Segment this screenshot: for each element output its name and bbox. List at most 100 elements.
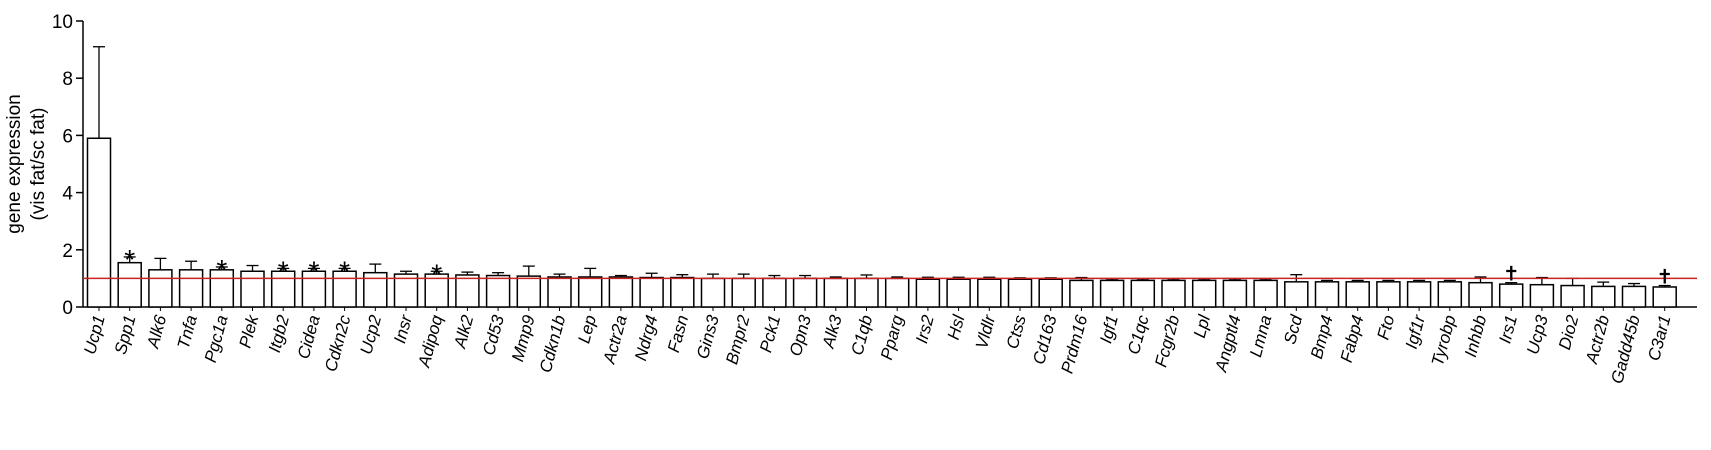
x-tick-label: Adipoq: [414, 313, 446, 371]
y-tick-label: 6: [62, 126, 73, 147]
x-tick-labels: Ucp1 Spp1 Alk6 Tnfa Pgc1a Plek Itgb2 CideaCdkn2…: [80, 307, 1675, 386]
bar-group: [393, 270, 419, 308]
bar-group: [86, 46, 112, 308]
y-tick-label: 2: [62, 241, 73, 262]
bar-group: [1621, 282, 1647, 308]
bar-group: [148, 257, 173, 308]
bar-group: [1652, 284, 1677, 308]
bar: [547, 276, 572, 308]
bar: [455, 274, 480, 308]
bar: [1099, 279, 1125, 308]
x-tick-label: Cd53: [479, 313, 508, 358]
bar-group: [884, 276, 910, 308]
x-tick-label: Gins3: [693, 313, 723, 361]
significance-marker: *: [431, 258, 442, 289]
x-tick-label: Itgb2: [265, 313, 293, 355]
bar: [1468, 281, 1493, 308]
x-tick-label: Vldlr: [972, 312, 1000, 351]
bar-group: [1253, 278, 1278, 308]
bar: [762, 277, 787, 308]
x-tick-label: Fasn: [664, 313, 692, 354]
bar-group: [1069, 276, 1094, 308]
bar: [792, 277, 818, 308]
bar: [1406, 281, 1432, 308]
bar: [86, 137, 112, 308]
x-tick-label: Actr2b: [1582, 313, 1613, 366]
x-tick-label: Ndrg4: [631, 313, 661, 363]
x-tick-label: Lmna: [1246, 313, 1275, 359]
bar-group: [1345, 279, 1370, 308]
y-axis: 0 2 4 6 8 10: [52, 12, 84, 319]
x-tick-label: Plek: [235, 312, 262, 350]
x-tick-label: Scd: [1280, 313, 1306, 347]
bar: [1591, 285, 1616, 308]
bar: [1191, 279, 1217, 308]
x-tick-label: Alk2: [450, 313, 477, 351]
x-tick-label: Insr: [390, 312, 416, 346]
x-tick-label: Ucp1: [80, 313, 109, 356]
bar: [1007, 278, 1033, 308]
bar: [1498, 283, 1524, 308]
bar-group: [977, 276, 1002, 308]
bar-group: [823, 276, 849, 308]
bar-group: [1161, 278, 1186, 308]
x-tick-label: Irs2: [912, 313, 938, 346]
bar: [1621, 285, 1647, 308]
x-tick-label: Ctss: [1003, 313, 1030, 351]
bars: [86, 46, 1677, 308]
significance-marker: *: [216, 254, 227, 285]
significance-marker: *: [339, 255, 350, 286]
y-axis-label: gene expression (vis fat/sc fat): [4, 94, 49, 233]
x-tick-label: Spp1: [111, 313, 140, 356]
x-tick-label: Mmp9: [508, 313, 539, 364]
bar: [1222, 279, 1248, 308]
x-tick-label: Actr2a: [599, 313, 630, 366]
bar-group: [1560, 277, 1585, 308]
y-tick-label: 0: [62, 298, 73, 319]
bar-group: [854, 274, 879, 308]
bar-group: [178, 260, 204, 308]
x-tick-label: Bmp4: [1307, 313, 1337, 361]
bar-group: [1468, 276, 1493, 308]
x-tick-label: Dio2: [1555, 313, 1583, 352]
x-tick-label: Cidea: [294, 313, 324, 361]
bar-group: [1284, 274, 1309, 308]
bar: [1529, 283, 1555, 308]
x-tick-label: Fabp4: [1337, 313, 1368, 364]
bar: [670, 276, 695, 308]
x-tick-label: Angptl4: [1211, 313, 1245, 375]
bar: [915, 278, 941, 308]
x-tick-label: Igf1r: [1402, 312, 1430, 351]
bar-group: [1498, 282, 1524, 308]
bar: [516, 275, 542, 308]
bar: [485, 274, 511, 308]
bar-group: [1099, 278, 1125, 308]
bar: [1038, 278, 1063, 308]
x-tick-label: Pgc1a: [201, 313, 232, 364]
x-tick-label: Inhbb: [1461, 313, 1490, 359]
x-tick-label: Tyrobp: [1428, 313, 1460, 368]
bar-group: [516, 265, 542, 308]
x-tick-label: Cdkn1b: [536, 313, 570, 375]
bar-group: [1406, 279, 1432, 308]
bar: [700, 277, 726, 308]
bar: [1376, 281, 1401, 308]
x-tick-label: Bmpr2: [722, 313, 753, 367]
x-tick-label: Tnfa: [174, 313, 201, 351]
bar: [731, 277, 756, 308]
x-tick-label: C1qb: [847, 313, 876, 357]
bar-group: [363, 263, 388, 308]
x-tick-label: Fcgr2b: [1151, 313, 1183, 369]
x-tick-label: Cd163: [1029, 313, 1060, 367]
x-tick-label: Alk3: [818, 313, 845, 351]
bar-group: [792, 274, 818, 308]
bar-group: [1376, 279, 1401, 308]
bar: [977, 278, 1002, 308]
bar-group: [915, 276, 941, 308]
bar-group: [1591, 281, 1616, 308]
y-tick-label: 8: [62, 69, 73, 90]
bar-group: [608, 274, 634, 308]
bar: [854, 277, 879, 308]
bar-group: [1314, 279, 1340, 308]
